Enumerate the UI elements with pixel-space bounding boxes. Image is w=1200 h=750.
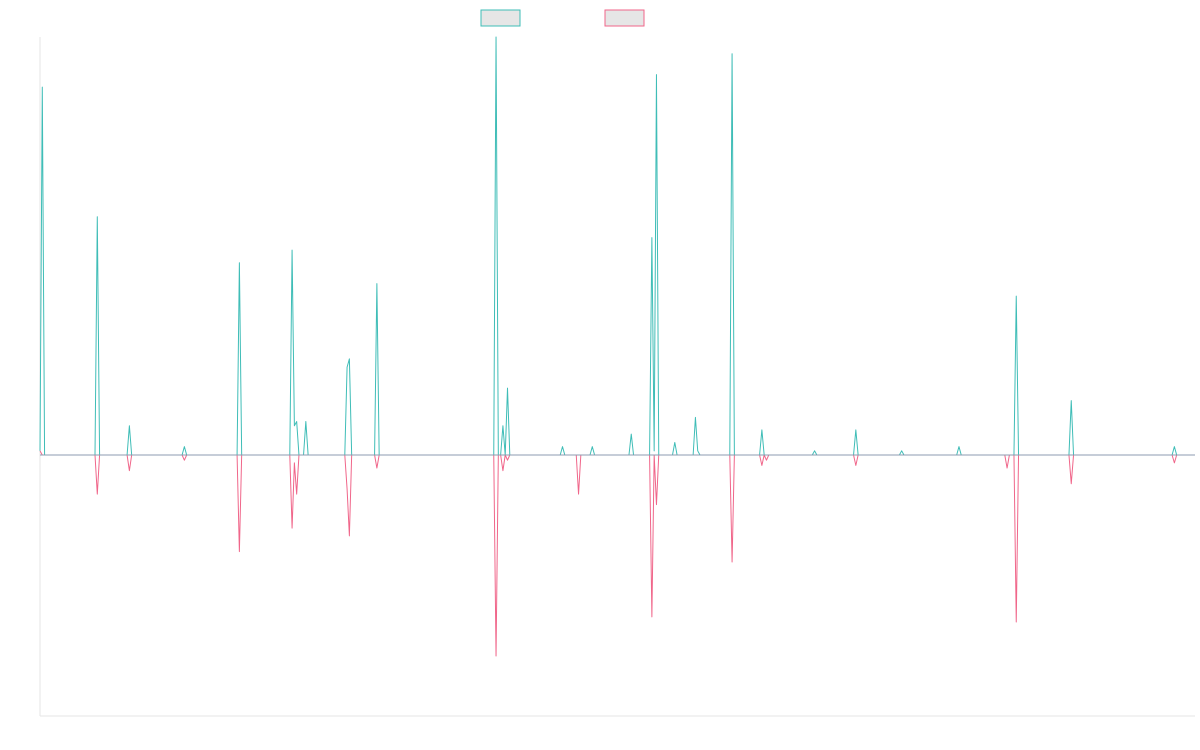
series-line-2	[39, 450, 1195, 657]
legend-swatch-2[interactable]	[604, 9, 645, 27]
legend-swatch-1[interactable]	[480, 9, 521, 27]
series-line-1	[39, 36, 1195, 456]
legend	[480, 9, 645, 27]
plot-area	[39, 36, 1195, 657]
axes	[39, 37, 1195, 717]
